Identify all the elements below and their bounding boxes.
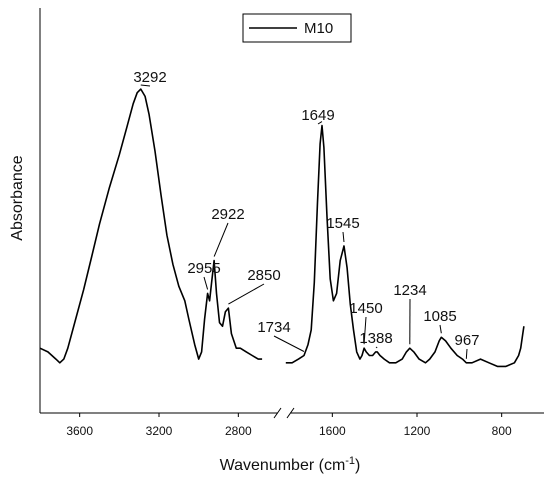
peak-label-1545: 1545 [326,215,359,232]
peak-label-1649: 1649 [301,107,334,124]
peak-leader-1649 [317,121,323,125]
peak-leader-1450 [363,316,367,345]
peak-label-2850: 2850 [247,267,280,284]
peak-label-1450: 1450 [349,300,382,317]
x-tick-label: 800 [492,424,512,438]
peak-label-1085: 1085 [423,308,456,325]
x-tick-label: 3200 [146,424,173,438]
axis-ticks: 3600 3200 2800 1600 1200 800 [66,413,512,438]
series-line-m10-part-2 [285,124,525,368]
peak-leader-2955 [203,276,209,290]
peak-label-1388: 1388 [359,330,392,347]
peak-label-1234: 1234 [393,282,426,299]
peak-leader-1734 [273,335,305,352]
axis-break-mark-left [273,407,282,419]
peak-leader-1085 [439,324,442,334]
peak-label-2955: 2955 [187,260,220,277]
x-tick-label: 1600 [319,424,346,438]
peak-label-2922: 2922 [211,206,244,223]
peak-label-1734: 1734 [257,319,290,336]
y-axis-label: Absorbance [9,155,26,240]
series-line-m10-part-1 [39,88,263,364]
legend-label-m10: M10 [304,20,333,37]
axis-break-mark-right [286,407,295,419]
peak-leader-2850 [228,283,265,305]
x-tick-label: 1200 [404,424,431,438]
peak-leader-1388 [375,346,378,349]
x-tick-label: 2800 [225,424,252,438]
peak-leader-3292 [140,84,151,87]
peak-leader-967 [465,348,468,359]
peak-leader-1545 [342,231,345,243]
x-tick-label: 3600 [66,424,93,438]
peak-label-967: 967 [454,332,479,349]
legend: M10 [242,13,352,43]
series-group [39,88,525,368]
peak-label-3292: 3292 [133,69,166,86]
peak-leader-2922 [213,222,229,257]
peak-annotations: 3292 2955 2922 2850 1734 1649 1545 1450 1388 1234… [133,69,480,359]
x-axis-label: Wavenumber (cm-1) [220,455,361,474]
